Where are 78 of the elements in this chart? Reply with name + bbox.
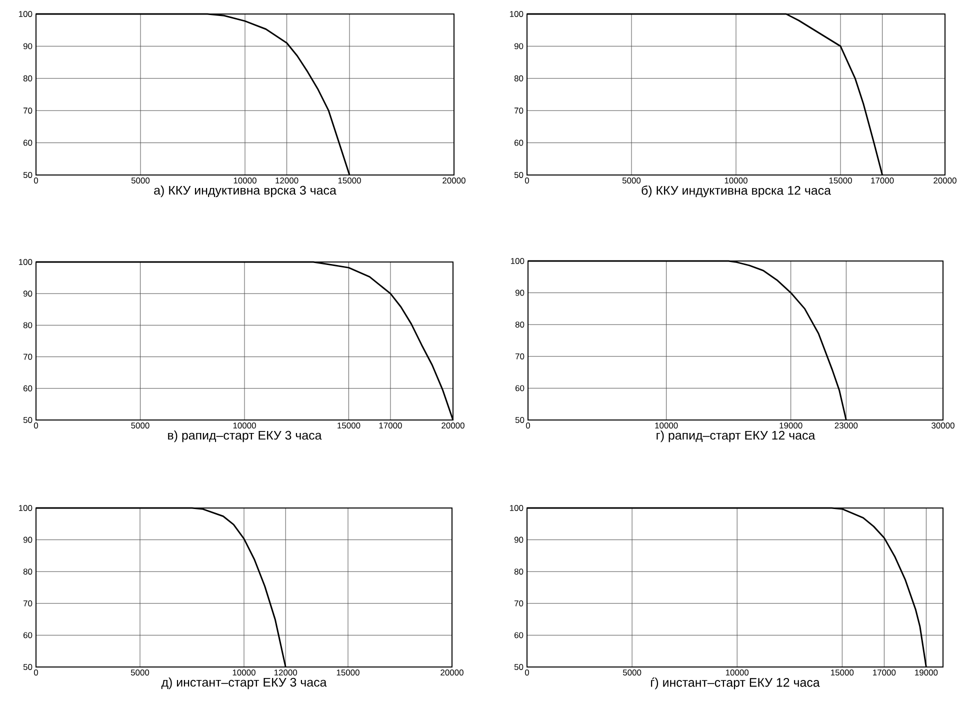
x-tick-label: 20000	[442, 422, 464, 429]
x-tick-label: 0	[34, 178, 38, 184]
y-tick-label: 80	[23, 75, 32, 82]
y-tick-label: 90	[515, 290, 524, 296]
y-tick-label: 50	[23, 664, 32, 670]
x-tick-label: 10000	[232, 670, 256, 676]
y-tick-label: 60	[514, 632, 524, 638]
y-tick-label: 70	[24, 600, 32, 606]
y-tick-label: 50	[515, 417, 524, 423]
y-tick-label: 60	[24, 140, 32, 146]
x-tick-label: 5000	[131, 178, 150, 184]
text: а) ККУ индуктивна врска 3 часа	[154, 186, 336, 198]
y-tick-label: 100	[511, 258, 524, 264]
x-tick-label: 10000	[233, 422, 256, 429]
x-tick-label: 17000	[871, 178, 894, 184]
y-tick-label: 80	[23, 568, 32, 575]
x-tick-label: 0	[34, 422, 38, 429]
x-tick-label: 0	[524, 670, 530, 676]
y-tick-label: 70	[514, 600, 524, 606]
y-tick-label: 60	[514, 140, 524, 146]
x-tick-label: 23000	[834, 422, 858, 429]
y-tick-label: 90	[23, 43, 32, 50]
y-tick-label: 90	[514, 536, 524, 543]
y-tick-label: 70	[24, 108, 32, 114]
x-tick-label: 10000	[234, 178, 256, 184]
text: ѓ) инстант–старт ЕКУ 12 часа	[651, 678, 820, 690]
x-tick-label: 15000	[829, 178, 852, 184]
x-tick-label: 10000	[726, 670, 749, 676]
y-tick-label: 90	[23, 290, 32, 297]
y-tick-label: 70	[24, 354, 32, 360]
text: б) ККУ индуктивна врска 12 часа	[642, 186, 831, 198]
x-tick-label: 17000	[379, 422, 402, 429]
y-tick-label: 50	[23, 172, 32, 178]
y-tick-label: 50	[23, 417, 32, 423]
x-tick-label: 20000	[442, 178, 466, 184]
x-tick-label: 12000	[276, 178, 298, 184]
x-tick-label: 10000	[724, 178, 748, 184]
text: д) инстант–старт ЕКУ 3 часа	[161, 678, 327, 690]
y-tick-label: 60	[24, 385, 32, 392]
x-tick-label: 5000	[622, 670, 642, 676]
y-tick-label: 100	[18, 505, 32, 511]
x-tick-label: 15000	[831, 670, 854, 676]
y-tick-label: 100	[510, 11, 524, 17]
x-tick-label: 12000	[274, 670, 298, 676]
x-tick-label: 19000	[915, 670, 938, 676]
x-tick-label: 20000	[934, 178, 956, 184]
y-tick-label: 90	[23, 536, 32, 543]
y-tick-label: 70	[516, 353, 524, 360]
x-tick-label: 20000	[440, 670, 464, 676]
x-tick-label: 19000	[780, 422, 802, 429]
y-tick-label: 50	[514, 664, 524, 670]
x-tick-label: 0	[34, 670, 38, 676]
x-tick-label: 5000	[131, 422, 150, 429]
y-tick-label: 60	[24, 632, 32, 638]
x-tick-label: 15000	[336, 670, 360, 676]
y-tick-label: 80	[514, 568, 524, 575]
y-tick-label: 90	[514, 43, 524, 50]
y-tick-label: 100	[18, 259, 32, 265]
y-tick-label: 80	[23, 322, 32, 328]
x-tick-label: 17000	[873, 670, 896, 676]
y-tick-label: 50	[514, 172, 524, 178]
y-tick-label: 100	[510, 505, 524, 511]
y-tick-label: 60	[516, 385, 524, 392]
x-tick-label: 15000	[338, 422, 360, 429]
line-series	[35, 261, 454, 421]
y-tick-label: 80	[515, 322, 524, 328]
y-tick-label: 70	[514, 108, 524, 114]
text: г) рапид–старт ЕКУ 12 часа	[656, 430, 816, 442]
y-tick-label: 100	[18, 11, 32, 17]
x-tick-label: 10000	[655, 422, 678, 429]
text: в) рапид–старт ЕКУ 3 часа	[168, 430, 322, 442]
x-tick-label: 0	[524, 178, 530, 184]
x-tick-label: 0	[526, 422, 530, 429]
x-tick-label: 15000	[338, 178, 361, 184]
x-tick-label: 5000	[622, 178, 641, 184]
x-tick-label: 30000	[932, 422, 954, 429]
x-tick-label: 5000	[130, 670, 150, 676]
y-tick-label: 80	[514, 75, 524, 82]
